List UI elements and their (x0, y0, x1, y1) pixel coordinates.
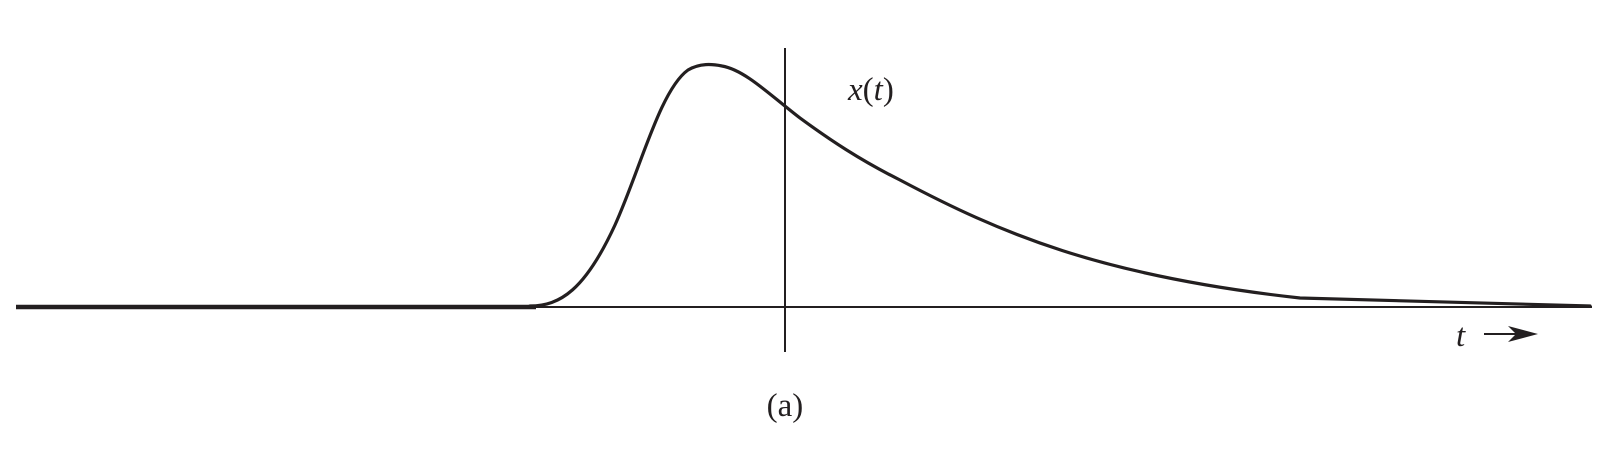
signal-label: x(t) (847, 72, 894, 108)
time-axis-label: t (1456, 318, 1466, 354)
signal-label-arg: t (874, 72, 884, 108)
time-arrow-head-icon (1508, 326, 1538, 342)
signal-label-var: x (847, 72, 863, 108)
figure-caption: (a) (767, 388, 804, 424)
signal-label-close-paren: ) (883, 72, 894, 108)
signal-curve (528, 62, 1592, 308)
signal-label-open-paren: ( (863, 72, 874, 108)
